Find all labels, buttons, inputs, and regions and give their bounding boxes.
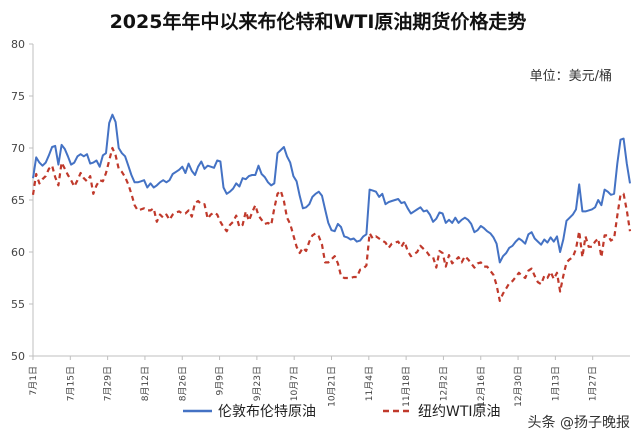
x-tick-label: 12月30日 [513, 366, 524, 407]
x-tick-label: 1月27日 [588, 366, 599, 401]
legend: 伦敦布伦特原油 纽约WTI原油 [183, 404, 501, 420]
chart-title: 2025年年中以来布伦特和WTI原油期货价格走势 [110, 10, 527, 33]
x-tick-label: 7月29日 [103, 366, 114, 401]
x-tick-label: 9月9日 [215, 366, 226, 395]
watermark-text: 头条 @扬子晚报 [528, 414, 630, 431]
watermark-backdrop [506, 408, 636, 434]
y-tick-label: 50 [11, 350, 25, 363]
x-tick-label: 7月1日 [28, 366, 39, 395]
x-tick-label: 10月7日 [289, 366, 300, 401]
x-tick-label: 1月13日 [550, 366, 561, 401]
x-tick-label: 12月16日 [476, 366, 487, 407]
x-tick-label: 8月26日 [177, 366, 188, 401]
x-tick-label: 11月4日 [364, 366, 375, 401]
x-axis: 7月1日 7月15日 7月29日 8月12日 8月26日 9月9日 9月23日 10月7日 10… [28, 355, 630, 407]
series-layer [31, 113, 632, 302]
legend-item-wti: 纽约WTI原油 [383, 404, 501, 420]
y-tick-label: 70 [11, 142, 25, 155]
series-line-wti [31, 146, 632, 302]
x-tick-label: 9月23日 [252, 366, 263, 401]
x-tick-label: 8月12日 [140, 366, 151, 401]
y-tick-label: 55 [11, 298, 25, 311]
x-tick-label: 10月21日 [327, 366, 338, 407]
x-tick-label: 7月15日 [65, 366, 76, 401]
x-tick-label: 11月18日 [401, 366, 412, 407]
legend-brent-label: 伦敦布伦特原油 [218, 404, 316, 420]
y-tick-label: 60 [11, 246, 25, 259]
x-tick-label: 12月2日 [438, 366, 449, 401]
y-tick-label: 75 [11, 90, 25, 103]
y-axis: 50 55 60 65 70 75 80 [11, 38, 34, 363]
unit-note: 单位：美元/桶 [530, 69, 612, 84]
y-tick-label: 80 [11, 38, 25, 51]
watermark: 头条 @扬子晚报 [506, 408, 636, 434]
series-line-brent [32, 113, 631, 264]
legend-item-brent: 伦敦布伦特原油 [183, 404, 316, 420]
y-tick-label: 65 [11, 194, 25, 207]
legend-wti-label: 纽约WTI原油 [418, 404, 501, 420]
